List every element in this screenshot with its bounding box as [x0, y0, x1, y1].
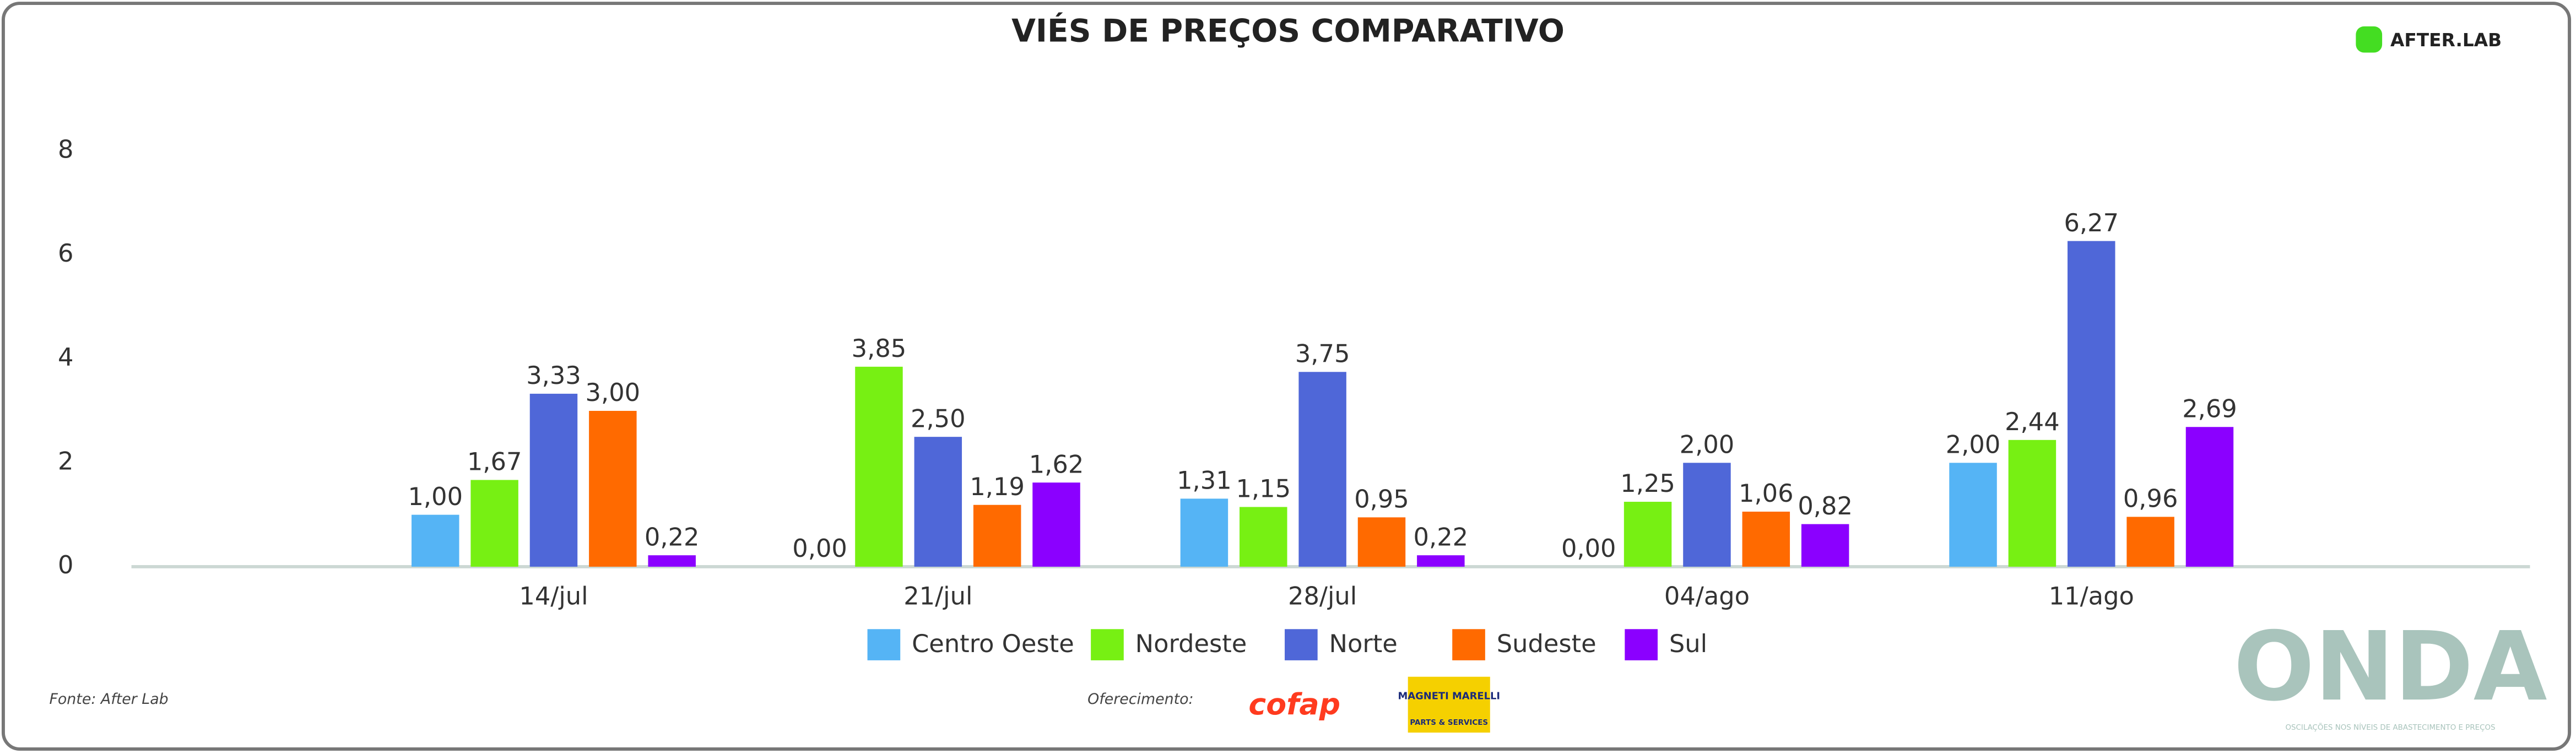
legend-swatch — [1091, 629, 1124, 660]
data-label: 2,50 — [911, 404, 966, 433]
y-tick-label: 8 — [58, 134, 73, 164]
afterlab-icon — [2356, 26, 2383, 53]
magneti-logo: MAGNETI MARELLI — [1398, 691, 1500, 702]
data-label: 1,62 — [1029, 449, 1084, 479]
legend-swatch — [1452, 629, 1485, 660]
bar — [470, 480, 518, 567]
x-tick-label: 04/ago — [1664, 582, 1750, 611]
data-label: 0,96 — [2123, 484, 2178, 513]
data-label: 1,15 — [1236, 474, 1291, 503]
data-label: 2,69 — [2182, 394, 2237, 423]
data-label: 3,75 — [1295, 339, 1350, 368]
data-label: 0,00 — [1561, 534, 1616, 563]
legend-swatch — [867, 629, 901, 660]
x-tick-label: 21/jul — [903, 582, 972, 611]
legend-label: Sul — [1669, 629, 1707, 658]
bar — [2185, 427, 2234, 567]
bar — [1240, 507, 1287, 567]
magneti-sub: PARTS & SERVICES — [1410, 719, 1488, 727]
bar — [1949, 463, 1997, 567]
bar — [412, 514, 459, 567]
bar — [1801, 524, 1849, 567]
bar — [1742, 511, 1790, 567]
bar — [2068, 241, 2115, 567]
bar — [1623, 502, 1672, 567]
data-label: 3,33 — [526, 361, 581, 390]
legend-swatch — [1285, 629, 1318, 660]
data-label: 3,85 — [852, 334, 907, 363]
bar — [1357, 517, 1406, 567]
bar — [914, 437, 962, 567]
bar — [1417, 555, 1465, 567]
data-label: 1,31 — [1177, 466, 1232, 495]
bar — [1683, 463, 1731, 567]
bar — [1298, 372, 1346, 567]
legend-label: Nordeste — [1135, 629, 1247, 658]
legend-label: Centro Oeste — [912, 629, 1074, 658]
x-tick-label: 14/jul — [519, 582, 588, 611]
legend-swatch — [1625, 629, 1658, 660]
data-label: 2,00 — [1946, 430, 2001, 459]
y-tick-label: 2 — [58, 446, 73, 475]
bar — [529, 393, 578, 567]
bar — [589, 411, 637, 567]
afterlab-logo: AFTER.LAB — [2390, 30, 2502, 51]
bar — [973, 505, 1021, 567]
sponsor-label: Oferecimento: — [1087, 691, 1193, 708]
bar — [1180, 498, 1229, 567]
y-tick-label: 0 — [58, 550, 73, 579]
y-tick-label: 4 — [58, 343, 73, 372]
data-label: 2,00 — [1680, 430, 1735, 459]
data-label: 0,22 — [645, 522, 700, 551]
y-tick-label: 6 — [58, 238, 73, 268]
x-tick-label: 11/ago — [2049, 582, 2134, 611]
legend-label: Norte — [1329, 629, 1398, 658]
data-label: 0,22 — [1414, 522, 1469, 551]
cofap-logo: cofap — [1248, 687, 1340, 722]
data-label: 0,82 — [1798, 491, 1853, 520]
bar — [1032, 482, 1080, 567]
x-tick-label: 28/jul — [1288, 582, 1357, 611]
bar — [2008, 440, 2057, 567]
bar — [855, 366, 903, 567]
data-label: 2,44 — [2005, 407, 2060, 436]
data-label: 1,25 — [1620, 469, 1675, 498]
onda-logo: ONDA — [2233, 611, 2547, 722]
chart-title: VIÉS DE PREÇOS COMPARATIVO — [1011, 12, 1565, 49]
legend-label: Sudeste — [1497, 629, 1597, 658]
data-label: 1,67 — [467, 447, 522, 476]
data-label: 3,00 — [586, 378, 641, 407]
bar — [648, 555, 696, 567]
data-label: 1,19 — [970, 472, 1025, 501]
data-label: 1,06 — [1739, 479, 1794, 508]
data-label: 0,00 — [792, 534, 847, 563]
magneti-box — [1408, 676, 1490, 733]
data-label: 6,27 — [2064, 208, 2119, 237]
onda-sub: OSCILAÇÕES NOS NÍVEIS DE ABASTECIMENTO E… — [2285, 723, 2495, 732]
source: Fonte: After Lab — [49, 691, 168, 708]
data-label: 0,95 — [1354, 485, 1409, 514]
bar — [2126, 517, 2174, 567]
data-label: 1,00 — [408, 482, 463, 511]
